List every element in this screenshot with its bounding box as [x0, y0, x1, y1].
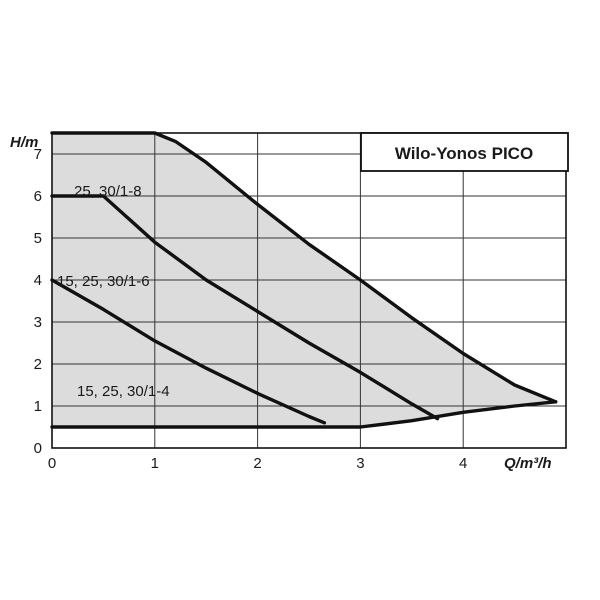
- curve-15-25-30-1-6: [50, 194, 440, 421]
- x-axis-label: Q/m³/h: [504, 455, 552, 472]
- y-tick-label: 4: [34, 272, 42, 289]
- curve-15-25-30-1-4: [50, 278, 327, 425]
- y-tick-label: 3: [34, 314, 42, 331]
- ticks: 0 1 2 3 4 0 1 2 3 4 5 6 7: [34, 146, 468, 472]
- y-tick-label: 6: [34, 188, 42, 205]
- series-label-1-4: 15, 25, 30/1-4: [77, 383, 170, 400]
- x-tick-label: 1: [151, 455, 159, 472]
- legend-box: Wilo-Yonos PICO: [360, 132, 569, 172]
- y-tick-label: 0: [34, 440, 42, 457]
- series-label-1-8: 25, 30/1-8: [74, 183, 142, 200]
- y-tick-label: 5: [34, 230, 42, 247]
- x-tick-label: 4: [459, 455, 467, 472]
- y-axis-label: H/m: [10, 134, 38, 151]
- title-box: [360, 132, 569, 172]
- y-tick-label: 1: [34, 398, 42, 415]
- y-tick-label: 2: [34, 356, 42, 373]
- series-label-1-6: 15, 25, 30/1-6: [57, 273, 150, 290]
- plot-frame: [51, 132, 567, 449]
- x-tick-label: 0: [48, 455, 56, 472]
- plot-border: [51, 132, 567, 449]
- curve-25-30-1-8: [50, 131, 558, 404]
- grid: [52, 133, 566, 448]
- x-tick-label: 2: [253, 455, 261, 472]
- curve-min: [50, 400, 558, 429]
- curves: [50, 131, 558, 429]
- chart-title: Wilo-Yonos PICO: [395, 144, 533, 163]
- y-tick-label: 7: [34, 146, 42, 163]
- x-tick-label: 3: [356, 455, 364, 472]
